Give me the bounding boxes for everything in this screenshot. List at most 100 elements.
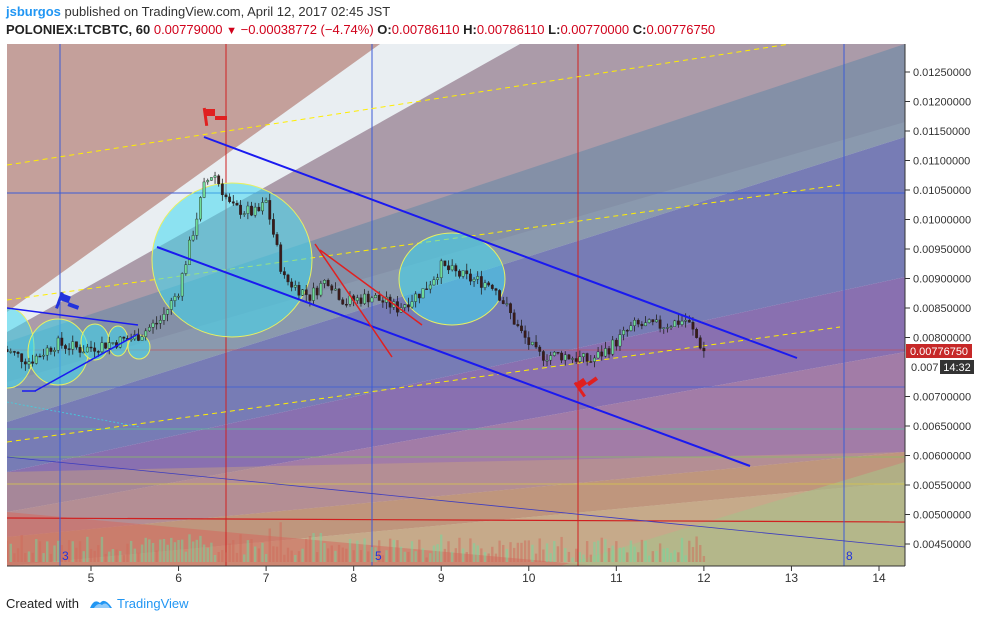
volume-bar [257,548,261,562]
volume-bar [184,551,188,562]
tradingview-logo-icon[interactable] [88,594,114,612]
author-name[interactable]: jsburgos [6,4,61,19]
volume-bar [97,545,100,562]
ohlc-line: POLONIEX:LTCBTC, 60 0.00779000 ▼ −0.0003… [6,22,715,37]
volume-bar [480,548,483,562]
volume-bar [680,537,684,562]
red-flag-icon [573,376,599,398]
volume-bar [677,552,680,562]
candle-body [509,303,512,314]
price-tick-label: 0.01200000 [913,97,971,109]
candle-body [147,327,151,332]
volume-bar [232,539,235,562]
candle-body [359,297,363,304]
candle-body [155,322,159,325]
current-price-tag: 0.00776750 0.007 14:32 [906,344,974,374]
volume-bar [392,539,395,562]
volume-bar [367,551,370,562]
candle-body [531,341,534,345]
volume-bar [542,549,545,562]
candle-body [78,347,82,353]
volume-bar [589,554,592,562]
candle-body [301,289,304,296]
volume-bar [38,541,42,562]
volume-bar [224,552,228,562]
volume-bar [622,547,625,562]
candle-body [169,300,173,310]
candle-body [7,349,9,352]
price-tick-label: 0.00500000 [913,510,971,522]
candle-body [541,351,545,361]
chart-svg[interactable]: 3 5 8 0.012500000.012000000.011500000.01… [0,42,983,585]
candle-body [228,196,232,202]
candle-body [166,309,170,315]
volume-bar [498,540,501,562]
candle-body [344,303,348,306]
candle-body [261,202,264,212]
publish-info: published on TradingView.com, April 12, … [64,4,391,19]
candle-body [12,351,16,353]
candle-body [585,353,589,362]
volume-bar [228,543,231,562]
close-label: C: [632,22,647,37]
candle-body [297,285,301,296]
volume-bar [126,543,129,562]
price-tick-label: 0.01250000 [913,67,971,79]
volume-bar [666,548,669,562]
candle-body [589,361,593,363]
volume-bar [341,547,344,562]
candle-body [410,301,414,308]
candle-body [2,349,4,350]
volume-bar [374,547,377,562]
volume-bar [195,539,198,562]
candle-body [220,183,224,196]
chart-header: jsburgos published on TradingView.com, A… [0,0,983,42]
volume-bar [593,541,596,562]
price-tick-label: 0.01050000 [913,185,971,197]
red-flag-icon [202,107,227,127]
volume-bar [2,554,4,562]
volume-bar [301,548,304,562]
volume-bar [246,540,250,562]
candle-body [505,303,509,305]
volume-bar [370,547,374,562]
price-tick-label: 0.00900000 [913,274,971,286]
candle-body [330,285,334,291]
candle-body [425,288,429,290]
candle-body [242,213,246,215]
volume-bar [567,551,571,562]
volume-bar [359,550,363,562]
price-tick-label: 0.00600000 [913,451,971,463]
candle-body [523,330,527,338]
candle-body [490,284,494,289]
volume-bar [24,552,27,562]
blue-flag-icon [55,291,80,310]
volume-bar [100,536,104,562]
volume-bar [564,548,567,562]
time-axis[interactable]: 5 6 7 8 9 10 11 12 13 14 [88,566,886,585]
candle-body [23,361,27,365]
volume-bar [429,553,432,562]
volume-bar [235,552,239,562]
candle-body [680,320,684,325]
candle-body [476,276,480,280]
volume-bar [162,538,166,562]
volume-bar [611,545,614,562]
chart-area[interactable]: 3 5 8 0.01250000 0.01200000 0.01150000 0.01… [0,42,983,585]
volume-bar [527,540,530,562]
time-tick-label: 12 [697,571,711,585]
tradingview-link[interactable]: TradingView [117,596,189,611]
candle-body [552,351,556,356]
volume-bar [600,537,603,562]
candle-body [257,206,261,212]
price-axis[interactable]: 0.01250000 0.01200000 0.01150000 0.01100000… [905,67,971,551]
volume-bar [476,545,479,562]
volume-bar [556,546,560,562]
candle-body [235,202,239,206]
volume-bar [181,539,184,562]
volume-bar [629,540,633,562]
down-arrow-icon: ▼ [226,25,238,37]
candle-body [377,295,381,301]
volume-bar [191,541,195,562]
volume-bar [283,554,286,562]
